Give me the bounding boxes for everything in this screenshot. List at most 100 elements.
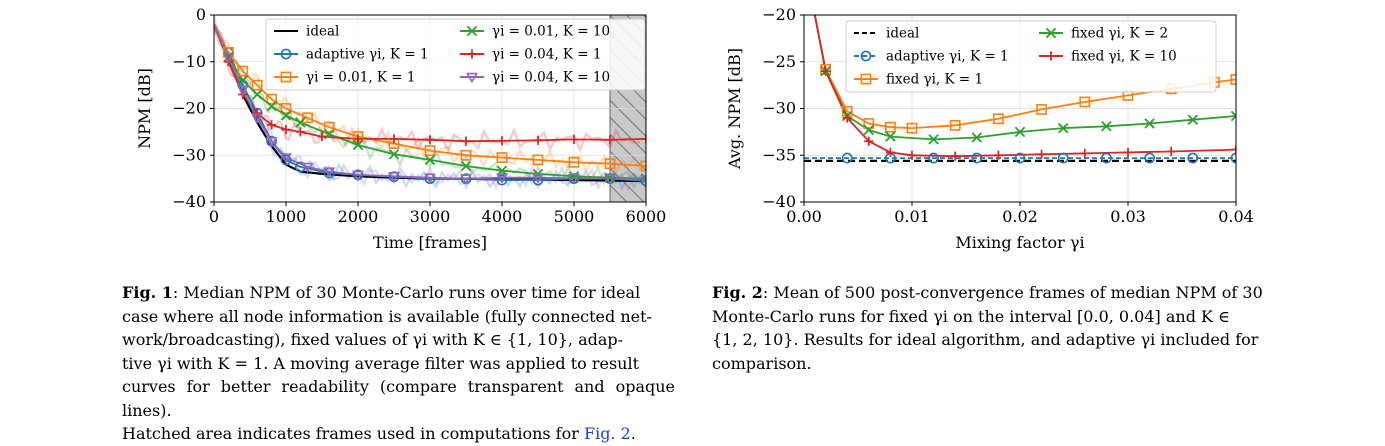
data-point: [532, 154, 544, 166]
data-point: [496, 173, 508, 184]
data-point: [236, 85, 249, 97]
x-tick-label: 0.04: [1218, 207, 1254, 226]
legend-label: γi = 0.04, K = 10: [492, 70, 610, 86]
data-point: [301, 162, 314, 174]
data-point: [424, 154, 436, 166]
x-axis-label: Time [frames]: [373, 233, 487, 252]
data-point: [640, 175, 646, 186]
data-point: [841, 152, 853, 164]
x-tick-label: 5000: [554, 207, 595, 226]
data-point: [1101, 121, 1112, 132]
x-tick-label: 0.02: [1002, 207, 1038, 226]
data-point: [532, 174, 544, 186]
legend-label: ideal: [306, 24, 339, 40]
data-point: [928, 152, 939, 164]
legend-marker: [860, 73, 872, 85]
figure2-caption-line: Monte-Carlo runs for fixed γi on the int…: [712, 306, 1230, 326]
legend-label: γi = 0.04, K = 1: [492, 47, 602, 63]
figure1-caption: Fig. 1: Median NPM of 30 Monte-Carlo run…: [122, 281, 675, 446]
figure1-caption-line: work/broadcasting), fixed values of γi w…: [122, 330, 624, 349]
data-point: [323, 167, 336, 178]
data-point: [388, 172, 400, 183]
series-raw-line: [214, 28, 641, 154]
data-point: [353, 134, 363, 144]
data-point: [1036, 104, 1047, 115]
data-point: [1037, 149, 1047, 159]
data-point: [992, 113, 1004, 125]
data-point: [1057, 152, 1069, 164]
x-tick-label: 6000: [626, 207, 667, 226]
data-point: [352, 139, 364, 151]
data-point: [281, 124, 291, 135]
data-point: [1123, 147, 1133, 158]
data-point: [640, 160, 646, 172]
data-point: [317, 131, 327, 142]
data-point: [1057, 122, 1069, 134]
y-tick-label: −40: [172, 192, 206, 211]
x-tick-label: 2000: [338, 207, 379, 226]
data-point: [496, 174, 508, 186]
data-point: [1230, 152, 1236, 164]
y-tick-label: 0: [196, 5, 206, 24]
data-point: [885, 147, 895, 158]
data-point: [295, 127, 305, 137]
data-point: [1187, 152, 1199, 164]
data-point: [461, 136, 471, 146]
x-tick-label: 0: [209, 207, 219, 226]
legend-label: adaptive γi, K = 1: [886, 49, 1009, 65]
data-point: [949, 119, 961, 131]
data-point: [568, 171, 580, 182]
data-point: [1187, 114, 1199, 125]
data-point: [907, 150, 917, 160]
y-tick-label: −30: [172, 145, 206, 164]
legend-marker: [1045, 27, 1057, 39]
figure2-caption-line: {1, 2, 10}. Results for ideal algorithm,…: [712, 330, 1259, 349]
data-point: [266, 93, 277, 105]
plot-area: [214, 15, 646, 193]
figure1-caption-line: tive γi with K = 1. A moving average fil…: [122, 353, 640, 373]
figure1-caption-end: .: [630, 424, 636, 443]
figure2-reference-link[interactable]: Fig. 2: [583, 424, 631, 443]
data-point: [302, 112, 313, 124]
legend-marker: [466, 72, 478, 84]
x-tick-label: 1000: [266, 207, 307, 226]
data-point: [352, 170, 364, 182]
data-point: [237, 75, 249, 86]
legend-label: fixed γi, K = 10: [1071, 49, 1177, 65]
data-point: [237, 65, 249, 77]
data-point: [604, 158, 616, 170]
figure1-caption-line: : Median NPM of 30 Monte-Carlo runs over…: [172, 283, 641, 302]
data-point: [568, 173, 580, 185]
legend-label: γi = 0.01, K = 1: [306, 70, 416, 86]
data-point: [604, 174, 616, 185]
data-point: [1166, 146, 1176, 157]
y-tick-label: −25: [762, 52, 796, 71]
y-axis-label: Avg. NPM [dB]: [725, 48, 744, 170]
data-point: [425, 135, 435, 145]
data-point: [605, 135, 615, 145]
legend-label: fixed γi, K = 1: [886, 72, 983, 88]
data-point: [251, 89, 263, 100]
legend-box: [845, 20, 1217, 93]
figure2-caption-line: comparison.: [712, 353, 812, 373]
legend-marker: [860, 50, 872, 62]
x-tick-label: 4000: [482, 207, 523, 226]
data-point: [641, 134, 646, 144]
data-point: [1231, 145, 1236, 155]
data-point: [532, 173, 544, 184]
x-tick-label: 3000: [410, 207, 451, 226]
data-point: [1014, 126, 1026, 138]
data-point: [460, 149, 472, 161]
legend-label: adaptive γi, K = 1: [306, 47, 429, 63]
avg-npm-vs-mixing-chart: 0.00 0.01 0.02 0.03 0.04 −20 −25 −30 −35 −40 Mixin…: [725, 5, 1254, 252]
data-point: [460, 160, 472, 172]
data-point: [280, 153, 292, 164]
y-tick-label: −40: [762, 192, 796, 211]
data-point: [280, 103, 292, 114]
data-point: [1101, 152, 1112, 164]
legend-label: ideal: [886, 26, 919, 42]
data-point: [424, 145, 436, 156]
data-point: [1080, 148, 1090, 158]
legend-label: fixed γi, K = 2: [1071, 26, 1168, 42]
data-point: [323, 121, 335, 133]
